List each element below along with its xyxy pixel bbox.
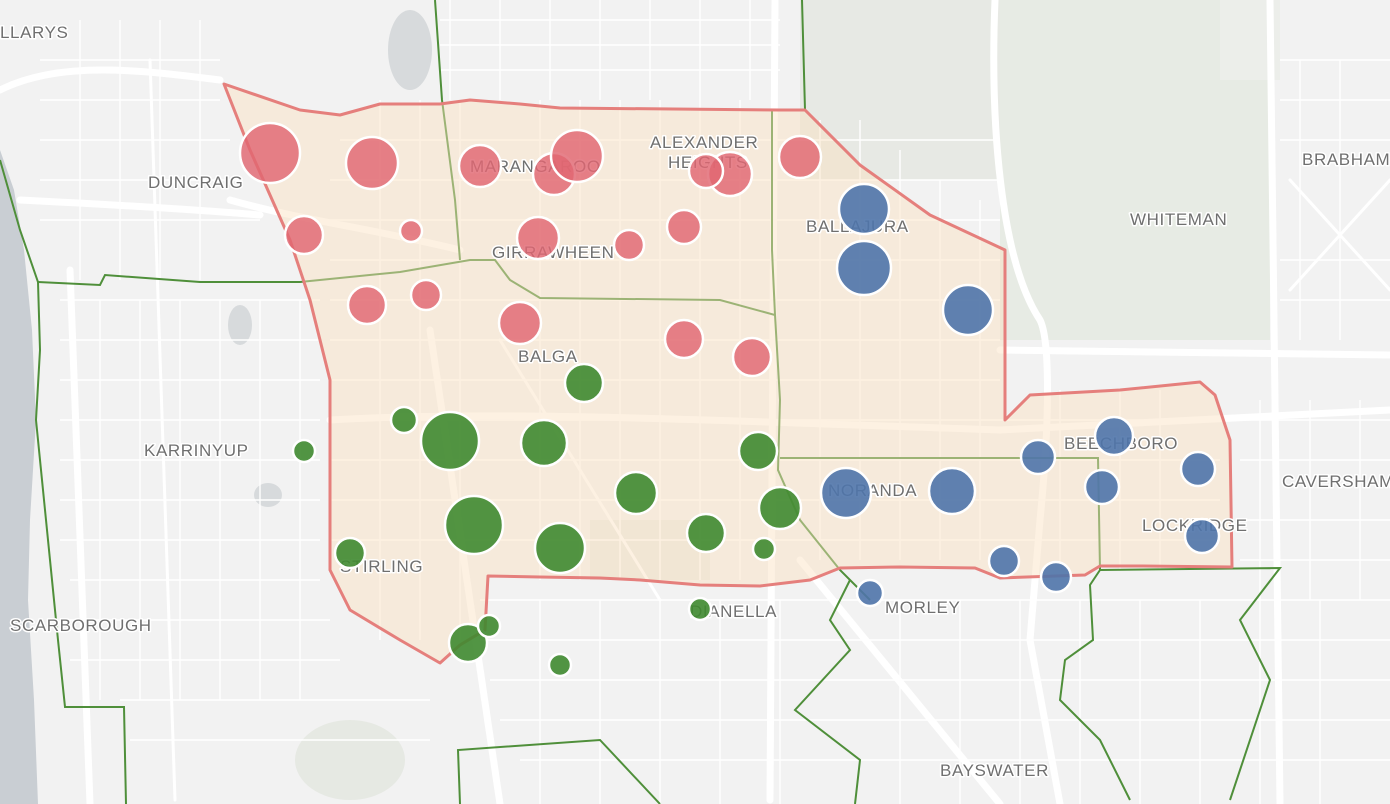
label-caversham: CAVERSHAM [1282,472,1390,491]
bubble-red[interactable] [515,215,561,261]
bubble-red[interactable] [549,128,605,184]
bubbles-red [238,121,823,378]
bubble-green[interactable] [519,418,569,468]
bubble-blue[interactable] [1179,450,1217,488]
bubble-green[interactable] [443,494,505,556]
bubble-green[interactable] [737,430,779,472]
bubble-red[interactable] [283,214,325,256]
bubble-red[interactable] [497,300,543,346]
bubble-green[interactable] [476,613,502,639]
bubble-red[interactable] [409,278,443,312]
bubbles-blue [819,182,1221,608]
label-hillarys: LLARYS [0,23,69,42]
bubble-red[interactable] [238,121,302,185]
bubble-red[interactable] [346,284,388,326]
bubble-red[interactable] [612,228,646,262]
bubble-green[interactable] [419,410,481,472]
label-scarborough: SCARBOROUGH [10,616,152,635]
label-balga: BALGA [518,347,578,366]
bubble-blue[interactable] [1039,560,1073,594]
bubble-red[interactable] [777,134,823,180]
bubble-blue[interactable] [819,466,873,520]
bubble-green[interactable] [291,438,317,464]
bubble-red[interactable] [663,318,705,360]
bubble-red[interactable] [665,208,703,246]
bubble-blue[interactable] [1083,468,1121,506]
label-brabham: BRABHAM [1302,150,1390,169]
bubble-green[interactable] [447,622,489,664]
bubble-green[interactable] [613,470,659,516]
bubble-red[interactable] [731,336,773,378]
bubble-blue[interactable] [855,578,885,608]
label-bayswater: BAYSWATER [940,761,1049,780]
label-morley: MORLEY [885,598,960,617]
label-karrinyup: KARRINYUP [144,441,249,460]
bubble-red[interactable] [398,218,424,244]
bubble-green[interactable] [685,512,727,554]
bubble-blue[interactable] [1019,438,1057,476]
bubble-blue[interactable] [941,283,995,337]
bubble-green[interactable] [547,652,573,678]
bubble-green[interactable] [333,536,367,570]
bubble-blue[interactable] [835,239,893,297]
bubble-green[interactable] [533,521,587,575]
bubble-blue[interactable] [1183,517,1221,555]
label-alexander-heights-1: ALEXANDER [650,133,758,152]
bubble-green[interactable] [751,536,777,562]
bubble-green[interactable] [563,362,605,404]
bubble-green[interactable] [389,405,419,435]
bubble-green[interactable] [757,485,803,531]
ocean [0,0,38,804]
bubble-blue[interactable] [987,544,1021,578]
bubble-blue[interactable] [1093,415,1135,457]
label-whiteman: WHITEMAN [1130,210,1227,229]
bubbles-green [291,362,803,678]
bubble-blue[interactable] [837,182,891,236]
bubble-red[interactable] [457,143,503,189]
label-duncraig: DUNCRAIG [148,173,243,192]
bubble-red[interactable] [344,135,400,191]
bubble-green[interactable] [687,596,713,622]
bubble-red[interactable] [687,152,725,190]
bubble-blue[interactable] [927,466,977,516]
